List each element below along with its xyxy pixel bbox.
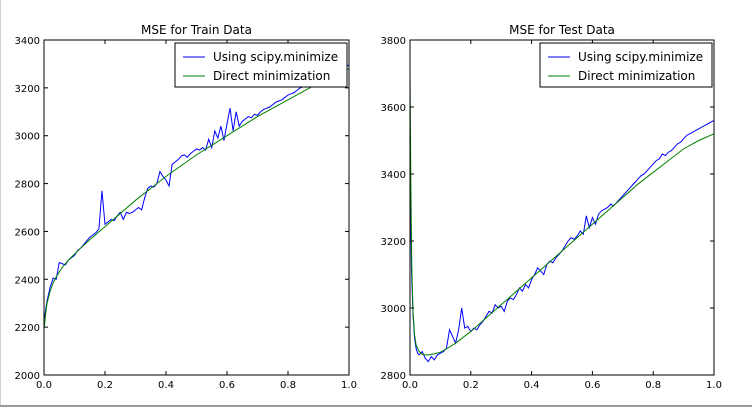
train-x-tick-label: 1.0 xyxy=(341,380,357,391)
test-series-line-direct xyxy=(410,73,714,356)
test-chart-title: MSE for Test Data xyxy=(509,23,615,37)
window-bottom-edge xyxy=(0,405,752,407)
train-legend: Using scipy.minimize Direct minimization xyxy=(174,42,348,88)
test-x-tick-label: 0.6 xyxy=(584,380,600,391)
test-legend-label-direct: Direct minimization xyxy=(578,69,695,83)
train-y-tick-label: 2200 xyxy=(15,323,40,334)
test-x-tick-label: 0.8 xyxy=(645,380,661,391)
train-y-tick-label: 2600 xyxy=(15,227,40,238)
train-y-tick-label: 3000 xyxy=(15,132,40,143)
test-x-tick-label: 1.0 xyxy=(706,380,722,391)
train-y-tick-label: 2800 xyxy=(15,180,40,191)
train-y-tick-label: 2000 xyxy=(15,371,40,382)
test-y-tick-label: 3200 xyxy=(381,237,406,248)
test-series-line-scipy xyxy=(410,119,714,363)
test-legend-box xyxy=(539,42,713,88)
train-series-line-scipy xyxy=(44,64,349,322)
train-chart: MSE for Train Data 0.0 0.2 0.4 0.6 0.8 1.0 2000… xyxy=(15,23,357,391)
test-y-tick-label: 3400 xyxy=(381,170,406,181)
train-y-tick-label: 3200 xyxy=(15,84,40,95)
train-x-tick-label: 0.2 xyxy=(97,380,113,391)
test-x-tick-label: 0.0 xyxy=(402,380,418,391)
train-plot-frame xyxy=(43,39,350,376)
train-x-tick-label: 0.0 xyxy=(36,380,52,391)
train-chart-title: MSE for Train Data xyxy=(141,23,252,37)
test-x-tick-label: 0.4 xyxy=(524,380,540,391)
train-legend-box xyxy=(174,42,348,88)
test-chart: MSE for Test Data 0.0 0.2 0.4 0.6 0.8 1.0 2800 3… xyxy=(381,23,722,391)
test-y-tick-label: 3000 xyxy=(381,304,406,315)
test-y-tick-label: 3800 xyxy=(381,36,406,47)
window-left-edge xyxy=(0,0,1,407)
train-y-tick-label: 2400 xyxy=(15,275,40,286)
train-legend-label-direct: Direct minimization xyxy=(213,69,330,83)
test-legend: Using scipy.minimize Direct minimization xyxy=(539,42,713,88)
train-series-line-direct xyxy=(44,68,349,330)
test-x-tick-label: 0.2 xyxy=(463,380,479,391)
train-x-tick-label: 0.8 xyxy=(280,380,296,391)
test-y-tick-label: 2800 xyxy=(381,371,406,382)
test-legend-label-scipy: Using scipy.minimize xyxy=(578,50,703,64)
test-plot-frame xyxy=(409,39,715,376)
train-legend-label-scipy: Using scipy.minimize xyxy=(213,50,338,64)
train-x-tick-label: 0.6 xyxy=(219,380,235,391)
train-y-tick-label: 3400 xyxy=(15,36,40,47)
train-x-tick-label: 0.4 xyxy=(158,380,174,391)
test-y-tick-label: 3600 xyxy=(381,103,406,114)
